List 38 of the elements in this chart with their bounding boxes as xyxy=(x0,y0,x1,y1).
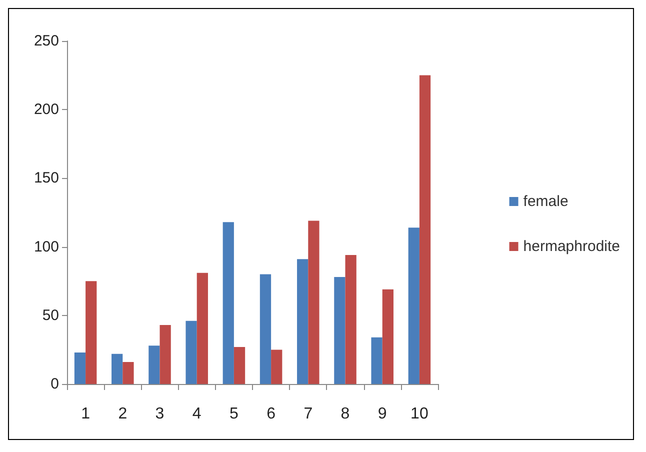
bar xyxy=(419,75,431,384)
x-tick-label: 10 xyxy=(410,406,428,422)
x-tick-label: 4 xyxy=(192,406,202,422)
y-tick-label: 200 xyxy=(34,101,59,118)
bar xyxy=(260,274,272,384)
y-tick-label: 0 xyxy=(50,376,59,392)
y-tick-label: 150 xyxy=(34,170,59,187)
x-tick-label: 6 xyxy=(266,406,276,422)
y-tick-label: 50 xyxy=(42,306,59,324)
bar xyxy=(234,346,246,384)
bar xyxy=(371,337,382,384)
x-tick-label: 9 xyxy=(378,406,387,422)
bar xyxy=(86,281,97,384)
bar xyxy=(297,259,308,384)
x-tick-label: 3 xyxy=(155,406,164,422)
legend-label: hermaphrodite xyxy=(523,238,620,255)
x-tick-label: 1 xyxy=(81,406,90,422)
bar xyxy=(74,352,86,384)
bar xyxy=(308,220,320,384)
y-tick-label: 100 xyxy=(34,238,59,256)
bar xyxy=(345,255,356,384)
bar xyxy=(160,325,171,384)
legend-label: female xyxy=(523,193,568,210)
x-tick-label: 8 xyxy=(340,406,350,422)
bar xyxy=(112,354,123,384)
x-tick-label: 2 xyxy=(118,406,128,422)
bar xyxy=(334,276,346,384)
bar xyxy=(148,346,160,384)
bar xyxy=(408,228,420,384)
bar xyxy=(196,272,208,384)
x-tick-label: 5 xyxy=(229,406,238,422)
bar xyxy=(382,289,394,384)
x-tick-label: 7 xyxy=(304,406,313,422)
bar xyxy=(222,222,234,384)
bar xyxy=(122,362,134,384)
y-tick-label: 250 xyxy=(34,32,59,50)
bar xyxy=(186,320,197,384)
bar xyxy=(271,350,282,384)
